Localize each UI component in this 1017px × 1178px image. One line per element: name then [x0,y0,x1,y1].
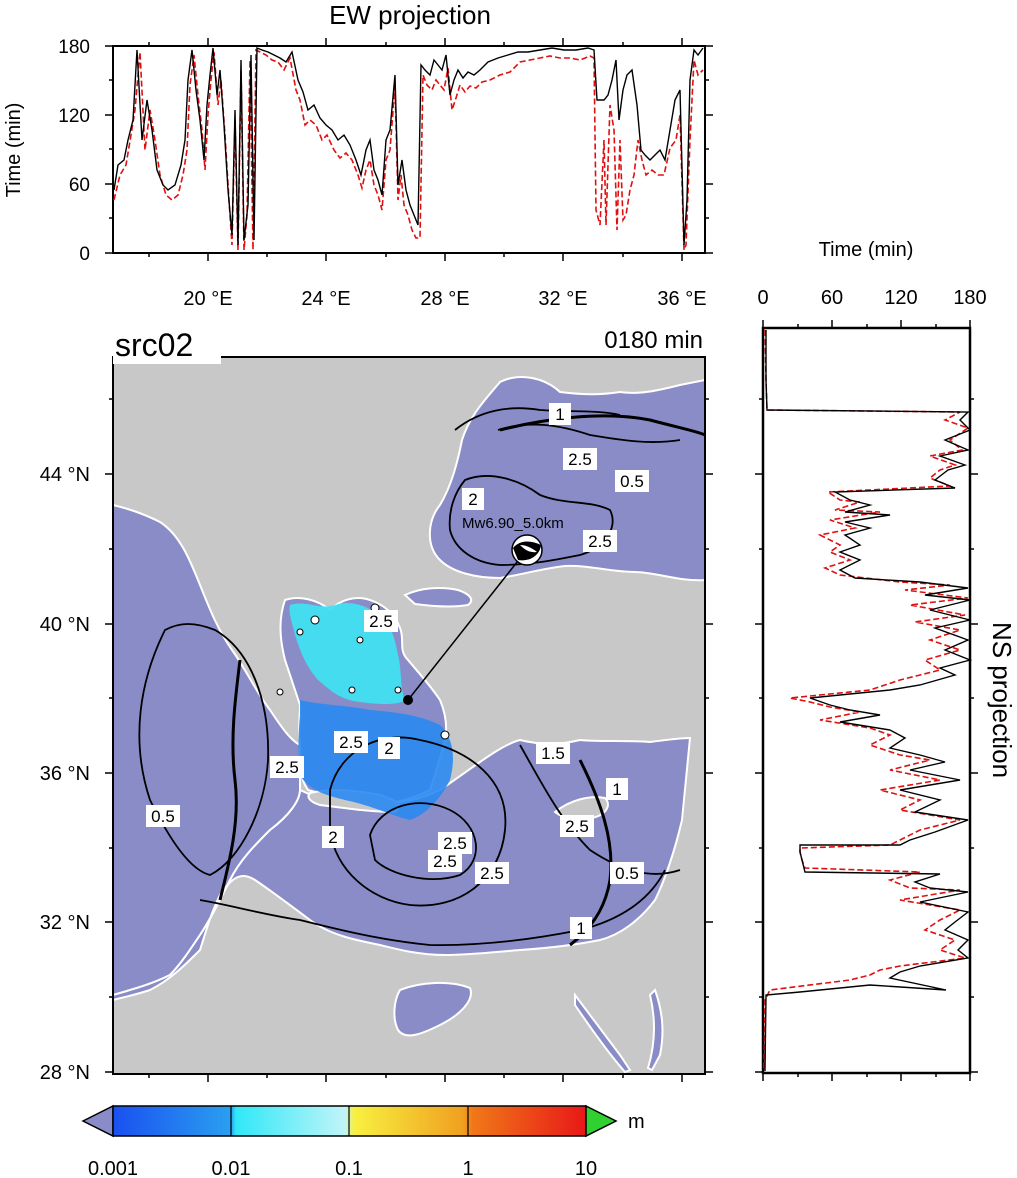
ew-xtick-20: 20 °E [183,288,232,310]
contour-label: 0.5 [151,807,175,826]
ew-projection-panel: EW projection Time (min) 0 60 120 180 20… [3,0,713,310]
lat-tick-32: 32 °N [40,912,90,934]
ew-xtick-28: 28 °E [420,288,469,310]
contour-label: 2.5 [443,834,467,853]
contour-label: 2.5 [275,758,299,777]
gulf-of-aqaba [646,988,664,1072]
colorbar-tick-0: 0.001 [88,1158,138,1178]
ns-xtick-180: 180 [953,287,986,309]
time-label: 0180 min [604,327,703,354]
time-label-box [572,326,705,354]
lat-tick-36: 36 °N [40,763,90,785]
ns-curve-red-dashed [763,329,970,1072]
colorbar-unit: m [628,1111,645,1133]
colorbar-upper-triangle [585,1104,618,1138]
ns-title: NS projection [987,622,1017,778]
contour-label: 2.5 [588,532,612,551]
source-label-box [113,326,221,364]
event-label: Mw6.90_5.0km [462,515,564,532]
epicenter-connector [407,551,526,701]
ew-ytick-120: 120 [58,106,90,127]
dead-sea-lake [393,981,472,1037]
map-lon-tick-marks [148,1074,683,1082]
epicenter-dot [403,695,413,705]
amplitude-blue-zone [298,700,453,820]
contour-label: 2.5 [369,612,393,631]
ew-ytick-0: 0 [79,244,90,265]
colorbar-dividers [230,1106,469,1136]
contour-label: 2.5 [568,450,592,469]
ns-xtick-0: 0 [757,287,768,309]
contour-label: 1 [612,780,621,799]
contour-label: 2.5 [433,852,457,871]
contour-label: 0.5 [615,864,639,883]
contour-label: 0.5 [620,472,644,491]
contour-label: 1 [555,405,564,424]
lat-tick-28: 28 °N [40,1062,90,1084]
contour-label-group: 1 2.5 0.5 2 2.5 2.5 2 2.5 0.5 2.5 2.5 2.… [146,403,649,939]
colorbar-tick-1: 0.01 [212,1158,251,1178]
colorbar: m 0.001 0.01 0.1 1 10 [81,1104,645,1178]
source-label: src02 [115,327,193,363]
colorbar-tick-3: 1 [462,1158,473,1178]
contour-label: 1 [576,919,585,938]
sea-of-marmara [403,586,473,608]
contour-label: 2 [384,739,393,758]
ns-tick-marks [755,320,978,1081]
map-panel: 1 2.5 0.5 2 2.5 2.5 2 2.5 0.5 2.5 2.5 2.… [40,326,713,1084]
ew-ytick-60: 60 [69,175,90,196]
contour-label: 2.5 [480,864,504,883]
ns-frame [761,326,972,1075]
colorbar-tick-4: 10 [575,1158,597,1178]
ew-curve-red-dashed [113,48,704,251]
map-frame [112,356,706,1075]
ew-xtick-36: 36 °E [657,288,706,310]
ns-xtick-60: 60 [821,287,843,309]
contour-label: 2.5 [339,733,363,752]
lat-tick-44: 44 °N [40,464,90,486]
focal-mechanism-beachball [511,534,543,566]
ns-xlabel: Time (min) [819,239,914,261]
black-sea [428,376,705,582]
ew-xtick-marks [148,38,683,261]
colorbar-lower-triangle [81,1104,114,1138]
ew-curve-black [113,46,704,246]
contour-label: 2 [328,828,337,847]
contour-label: 2 [468,490,477,509]
contour-lines [138,407,681,947]
map-lat-tick-marks [105,398,713,1073]
contour-label: 2.5 [565,817,589,836]
ew-xtick-24: 24 °E [301,288,350,310]
ew-ytick-180: 180 [58,37,90,58]
ew-ylabel: Time (min) [3,103,25,198]
ns-projection-panel: Time (min) 0 60 120 180 NS projection [755,239,1017,1081]
ew-ytick-marks [105,45,713,254]
gulf-of-suez [574,992,632,1074]
ew-title: EW projection [329,0,491,30]
lat-tick-40: 40 °N [40,614,90,636]
contour-label: 1.5 [541,744,565,763]
ns-curve-black [764,330,973,1072]
ns-xtick-120: 120 [884,287,917,309]
ew-xtick-32: 32 °E [538,288,587,310]
colorbar-tick-2: 0.1 [335,1158,363,1178]
